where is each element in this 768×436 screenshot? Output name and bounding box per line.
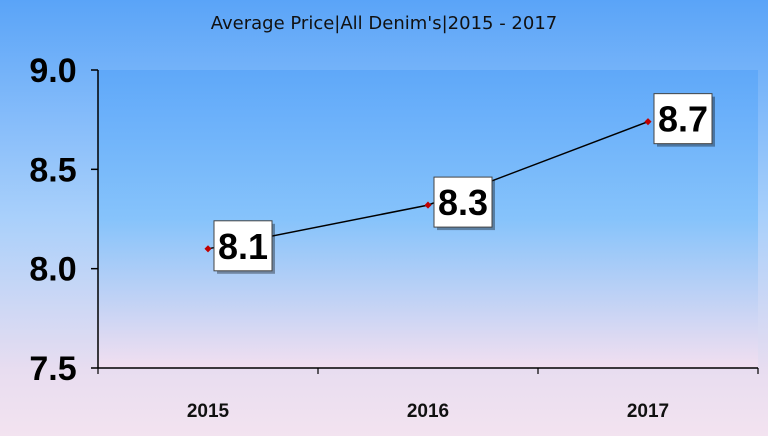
data-label-box — [433, 176, 493, 228]
data-label: 8.7 — [658, 99, 708, 140]
data-label-box — [653, 93, 713, 145]
y-tick-label: 8.5 — [29, 151, 76, 189]
chart-title: Average Price|All Denim's|2015 - 2017 — [211, 13, 557, 34]
x-tick-label: 2016 — [407, 401, 449, 422]
y-tick-label: 8.0 — [29, 251, 76, 289]
data-label: 8.1 — [218, 226, 268, 267]
y-tick-label: 9.0 — [29, 52, 76, 90]
data-label-box — [213, 220, 273, 272]
data-point — [644, 118, 652, 126]
x-tick-label: 2017 — [627, 401, 669, 422]
data-label: 8.3 — [438, 182, 488, 223]
data-point — [204, 245, 212, 253]
y-tick-label: 7.5 — [29, 350, 76, 388]
data-point — [424, 201, 432, 209]
x-tick-label: 2015 — [187, 401, 230, 422]
